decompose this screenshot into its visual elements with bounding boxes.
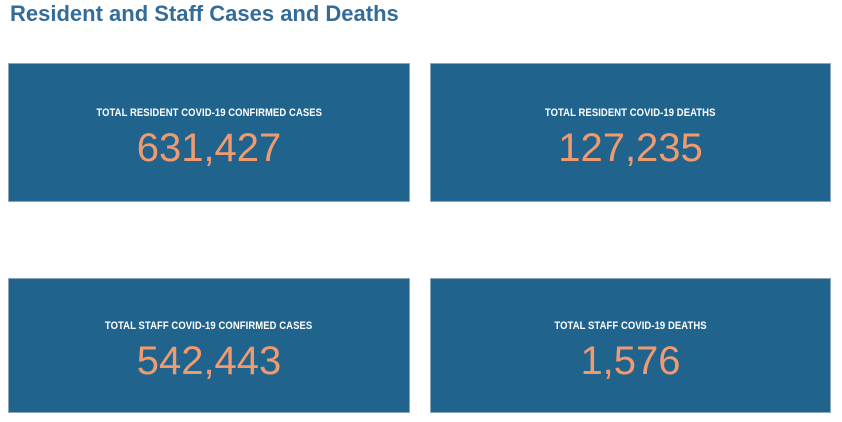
kpi-card-staff-deaths: TOTAL STAFF COVID-19 DEATHS 1,576	[430, 278, 831, 413]
kpi-value-resident-deaths: 127,235	[558, 126, 703, 170]
kpi-label-resident-confirmed-cases: TOTAL RESIDENT COVID-19 CONFIRMED CASES	[96, 107, 322, 119]
kpi-label-staff-deaths: TOTAL STAFF COVID-19 DEATHS	[554, 320, 707, 332]
kpi-card-resident-confirmed-cases: TOTAL RESIDENT COVID-19 CONFIRMED CASES …	[8, 63, 410, 202]
kpi-value-staff-deaths: 1,576	[580, 339, 681, 383]
kpi-grid: TOTAL RESIDENT COVID-19 CONFIRMED CASES …	[8, 63, 831, 413]
page-title: Resident and Staff Cases and Deaths	[10, 1, 399, 26]
kpi-value-staff-confirmed-cases: 542,443	[136, 339, 282, 383]
kpi-label-resident-deaths: TOTAL RESIDENT COVID-19 DEATHS	[545, 107, 716, 119]
kpi-card-staff-confirmed-cases: TOTAL STAFF COVID-19 CONFIRMED CASES 542…	[8, 278, 410, 413]
kpi-value-resident-confirmed-cases: 631,427	[136, 126, 282, 170]
kpi-label-staff-confirmed-cases: TOTAL STAFF COVID-19 CONFIRMED CASES	[105, 320, 313, 332]
kpi-card-resident-deaths: TOTAL RESIDENT COVID-19 DEATHS 127,235	[430, 63, 831, 202]
